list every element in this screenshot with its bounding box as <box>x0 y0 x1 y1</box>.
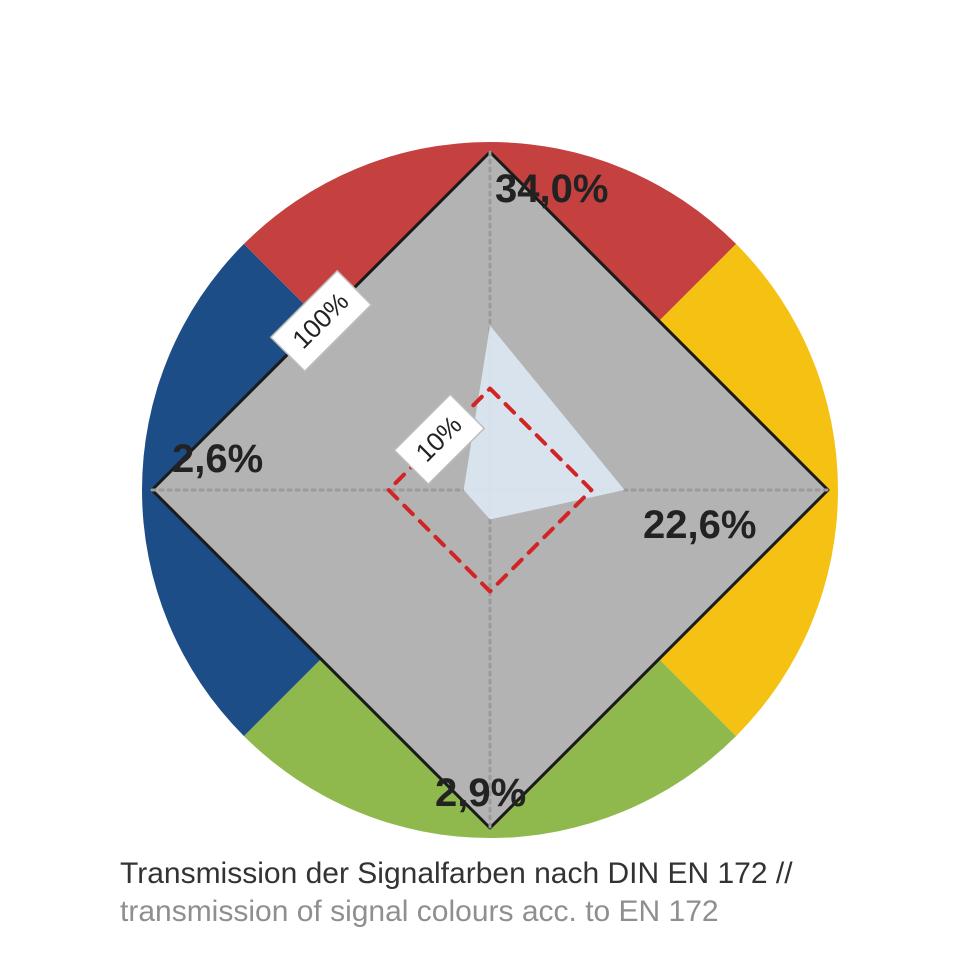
caption-de: Transmission der Signalfarben nach DIN E… <box>120 857 793 890</box>
radar-chart: 34,0%22,6%2,9%2,6%100%10% <box>0 0 980 980</box>
value-label: 2,6% <box>172 437 263 481</box>
caption: Transmission der Signalfarben nach DIN E… <box>120 855 860 930</box>
caption-en: transmission of signal colours acc. to E… <box>120 895 719 928</box>
value-label: 22,6% <box>643 503 756 547</box>
value-label: 2,9% <box>435 771 526 815</box>
value-label: 34,0% <box>495 167 608 211</box>
